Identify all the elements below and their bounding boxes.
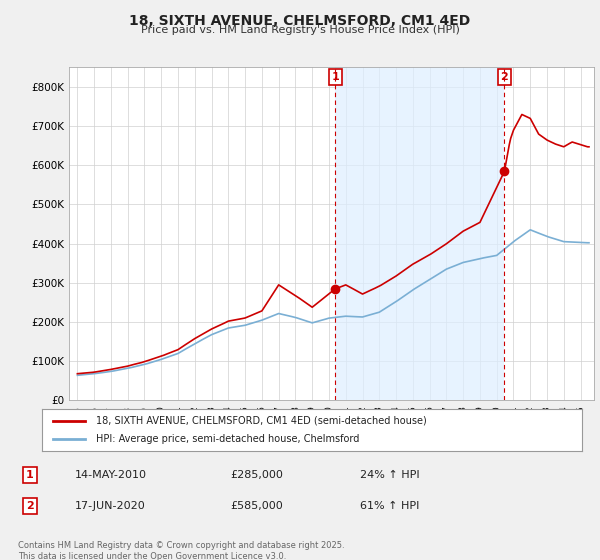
Text: Price paid vs. HM Land Registry's House Price Index (HPI): Price paid vs. HM Land Registry's House … — [140, 25, 460, 35]
Text: 61% ↑ HPI: 61% ↑ HPI — [360, 501, 419, 511]
Text: HPI: Average price, semi-detached house, Chelmsford: HPI: Average price, semi-detached house,… — [96, 434, 359, 444]
Text: 18, SIXTH AVENUE, CHELMSFORD, CM1 4ED (semi-detached house): 18, SIXTH AVENUE, CHELMSFORD, CM1 4ED (s… — [96, 416, 427, 426]
Text: 1: 1 — [26, 470, 34, 480]
Text: £285,000: £285,000 — [230, 470, 283, 480]
Text: £585,000: £585,000 — [230, 501, 283, 511]
Text: 1: 1 — [331, 72, 339, 82]
Text: 18, SIXTH AVENUE, CHELMSFORD, CM1 4ED: 18, SIXTH AVENUE, CHELMSFORD, CM1 4ED — [130, 14, 470, 28]
Text: Contains HM Land Registry data © Crown copyright and database right 2025.
This d: Contains HM Land Registry data © Crown c… — [18, 542, 344, 560]
Bar — [335, 67, 505, 400]
Text: 14-MAY-2010: 14-MAY-2010 — [75, 470, 147, 480]
Text: 24% ↑ HPI: 24% ↑ HPI — [360, 470, 419, 480]
Text: 2: 2 — [26, 501, 34, 511]
Text: 2: 2 — [500, 72, 508, 82]
Text: 17-JUN-2020: 17-JUN-2020 — [75, 501, 146, 511]
